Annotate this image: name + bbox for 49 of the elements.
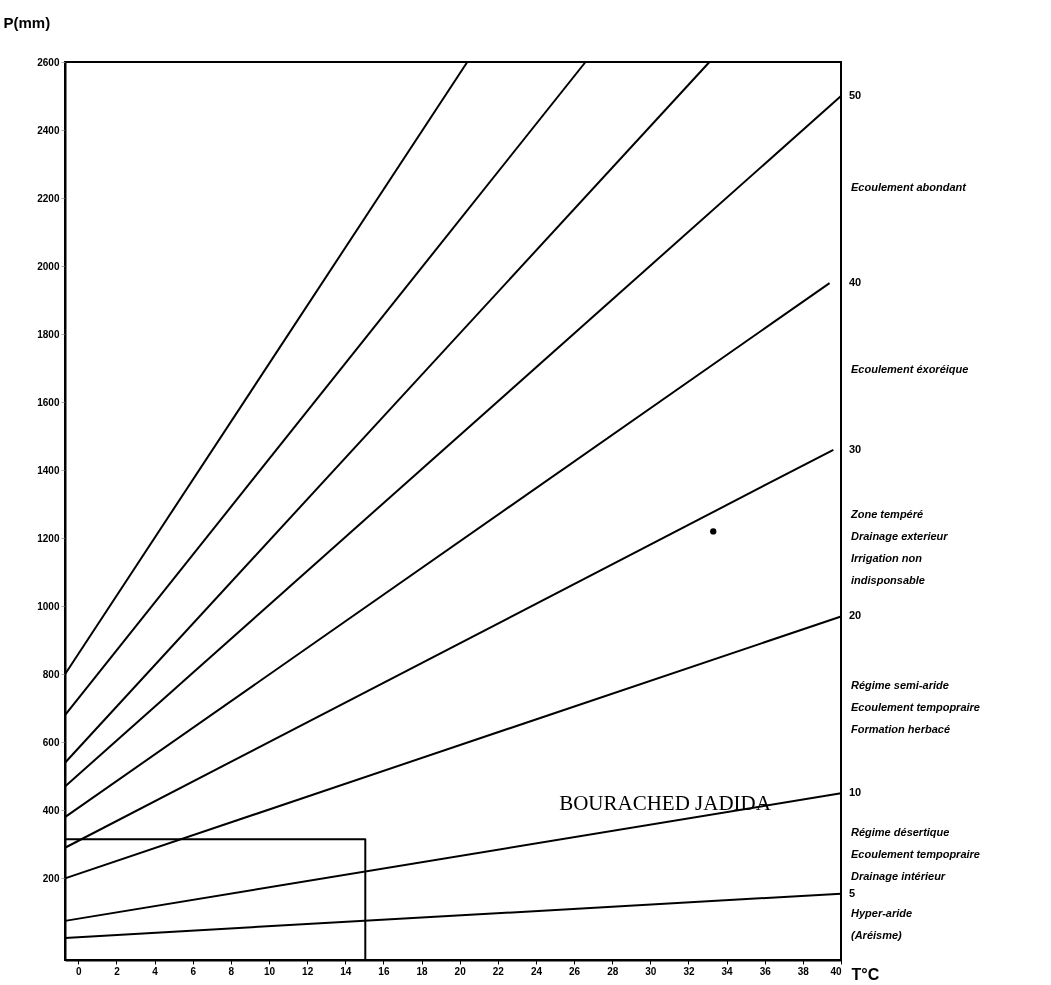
text: Ecoulement abondant (851, 181, 968, 193)
y-tick-label: 1800 (37, 328, 60, 340)
y-tick-label: 400 (42, 804, 60, 816)
x-tick-label: 28 (607, 965, 619, 977)
y-tick-label: 1400 (37, 464, 60, 476)
series-label: 5 (849, 886, 856, 899)
series-label: 30 (849, 442, 862, 455)
text: Hyper-aride (Aréisme) (851, 907, 913, 941)
y-tick-label: 2000 (37, 260, 60, 272)
series-label: 40 (849, 276, 862, 289)
x-tick-label: 38 (797, 965, 810, 977)
series-label: 50 (849, 89, 862, 102)
x-tick-label: 4 (152, 965, 159, 977)
x-tick-label: 16 (378, 965, 390, 977)
series-label: 10 (849, 786, 862, 799)
x-tick-label: 0 (76, 965, 83, 977)
x-tick-label: 10 (263, 965, 276, 977)
x-tick-label: 40 (830, 965, 842, 977)
x-tick-label: 20 (454, 965, 467, 977)
text: Régime semi-aride Ecoulement tempopraire Formation herbacé (851, 679, 980, 735)
x-tick-label: 14 (340, 965, 352, 977)
y-tick-label: 2600 (37, 56, 60, 68)
x-axis-title: T°C (851, 965, 880, 983)
x-tick-label: 36 (759, 965, 772, 977)
x-tick-label: 34 (721, 965, 734, 977)
y-tick-label: 2200 (37, 192, 60, 204)
x-tick-label: 2 (114, 965, 121, 977)
x-tick-label: 24 (530, 965, 543, 977)
y-tick-label: 800 (42, 668, 60, 680)
x-tick-label: 12 (302, 965, 314, 977)
text: Ecoulement éxoréique (851, 363, 969, 375)
y-tick-label: 200 (42, 872, 60, 884)
y-axis-title: P(mm) (3, 13, 51, 31)
x-tick-label: 30 (645, 965, 657, 977)
x-tick-label: 6 (190, 965, 197, 977)
series-label: 20 (849, 609, 862, 622)
text: Zone tempéré Drainage exterieur Irrigation non indisponsable (850, 508, 949, 586)
x-tick-label: 26 (569, 965, 581, 977)
x-tick-label: 22 (492, 965, 505, 977)
x-tick-label: 8 (228, 965, 235, 977)
text: Régime désertique Ecoulement tempopraire Drainage intérieur (851, 826, 980, 882)
x-tick-label: 18 (416, 965, 429, 977)
y-tick-label: 1200 (37, 532, 60, 544)
annotation: BOURACHED JADIDA (559, 791, 772, 815)
y-tick-label: 1600 (37, 396, 60, 408)
y-tick-label: 1000 (37, 600, 60, 612)
y-tick-label: 2400 (37, 124, 60, 136)
y-tick-label: 600 (42, 736, 60, 748)
x-tick-label: 32 (683, 965, 695, 977)
